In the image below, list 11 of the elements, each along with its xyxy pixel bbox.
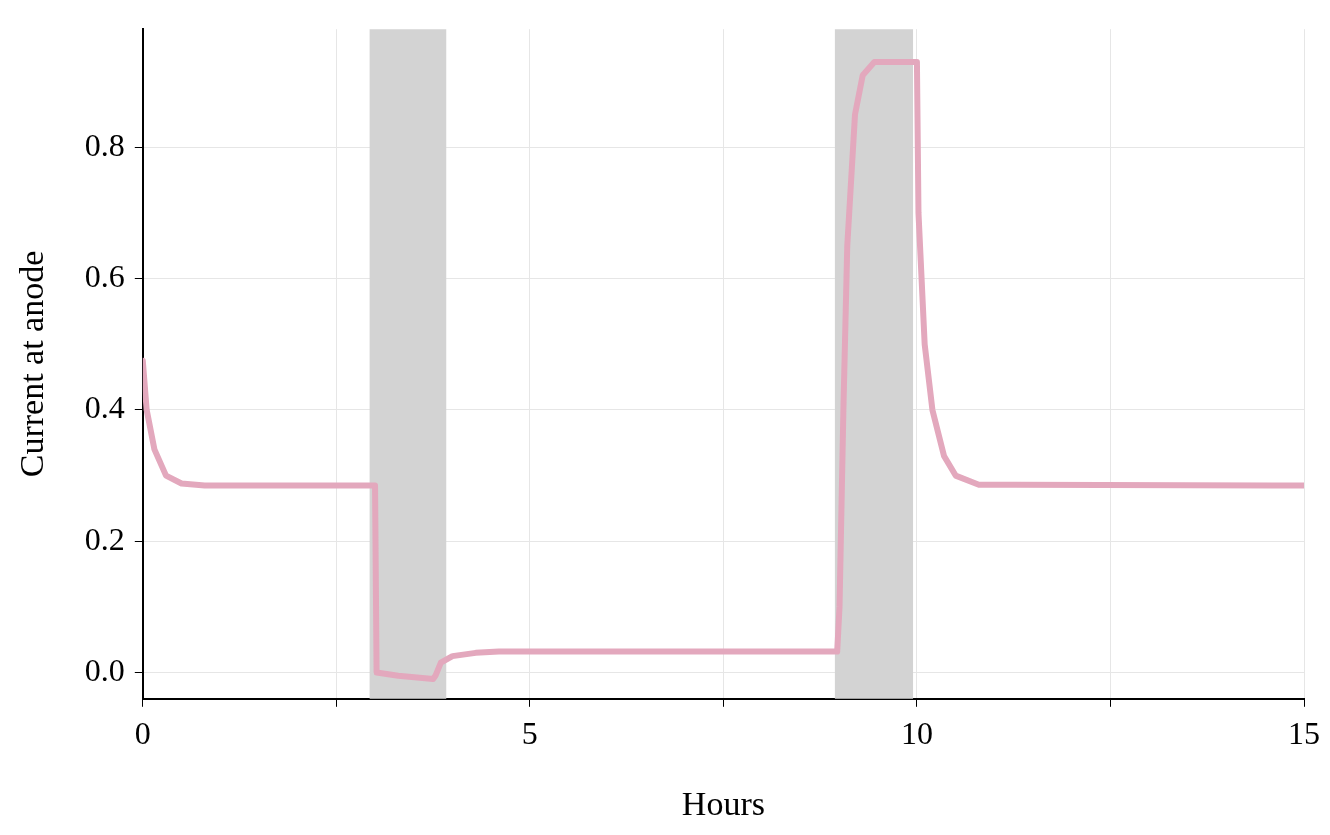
x-tick-label: 5	[521, 715, 538, 752]
y-tick-label: 0.8	[84, 126, 125, 163]
y-tick-label: 0.2	[84, 520, 125, 557]
y-axis-title: Current at anode	[13, 250, 51, 478]
y-tick-label: 0.6	[84, 258, 125, 295]
x-tick-label: 0	[134, 715, 151, 752]
x-tick-label: 15	[1288, 715, 1320, 752]
y-tick-label: 0.0	[84, 651, 125, 688]
x-tick-label: 10	[900, 715, 933, 752]
x-axis-title: Hours	[681, 784, 765, 822]
y-tick-label: 0.4	[84, 389, 125, 426]
